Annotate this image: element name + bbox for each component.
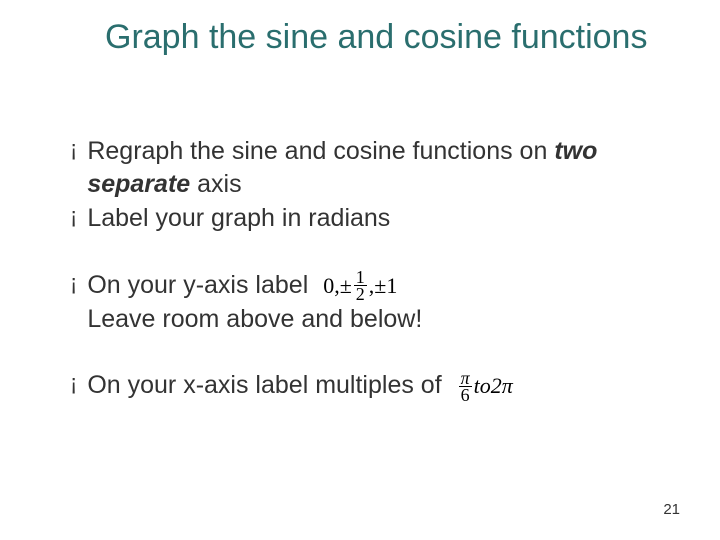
text-prefix: Regraph the sine and cosine functions on: [87, 137, 554, 165]
bullet-item-3: ¡ On your y-axis label 0, ± 1 2 , ±1 Lea…: [70, 269, 670, 336]
bullet-text: On your y-axis label 0, ± 1 2 , ±1 Leave…: [87, 269, 422, 336]
bullet-text: Label your graph in radians: [87, 202, 390, 235]
text-main: On your x-axis label multiples of: [87, 371, 448, 399]
frac-num: 1: [354, 269, 367, 285]
math-y-axis-values: 0, ± 1 2 , ±1: [323, 269, 397, 302]
bullet-mark-icon: ¡: [70, 135, 77, 164]
bullet-text: Regraph the sine and cosine functions on…: [87, 135, 670, 200]
text-line1: On your y-axis label: [87, 271, 315, 299]
bullet-item-2: ¡ Label your graph in radians: [70, 202, 670, 235]
slide-title: Graph the sine and cosine functions: [105, 18, 665, 57]
spacer: [70, 237, 670, 269]
frac-den: 2: [354, 285, 367, 302]
spacer: [70, 337, 670, 369]
math-to: to: [474, 372, 491, 401]
bullet-mark-icon: ¡: [70, 369, 77, 398]
frac-num: π: [459, 370, 472, 386]
frac-den: 6: [459, 386, 472, 403]
math-2pi: 2π: [491, 372, 513, 401]
slide: Graph the sine and cosine functions ¡ Re…: [0, 0, 720, 540]
math-pm1: ±: [340, 272, 352, 301]
math-zero: 0,: [323, 272, 340, 301]
text-suffix: axis: [190, 170, 241, 198]
math-x-axis-values: π 6 to 2π: [457, 370, 513, 403]
math-frac-pi-6: π 6: [459, 370, 472, 403]
page-number: 21: [663, 501, 680, 518]
bullet-text: On your x-axis label multiples of π 6 to…: [87, 369, 512, 403]
text-line2: Leave room above and below!: [87, 305, 422, 333]
math-pm-one: ±1: [374, 272, 397, 301]
bullet-mark-icon: ¡: [70, 269, 77, 298]
math-frac-half: 1 2: [354, 269, 367, 302]
bullet-mark-icon: ¡: [70, 202, 77, 231]
slide-body: ¡ Regraph the sine and cosine functions …: [70, 135, 670, 405]
bullet-item-1: ¡ Regraph the sine and cosine functions …: [70, 135, 670, 200]
bullet-item-4: ¡ On your x-axis label multiples of π 6 …: [70, 369, 670, 403]
